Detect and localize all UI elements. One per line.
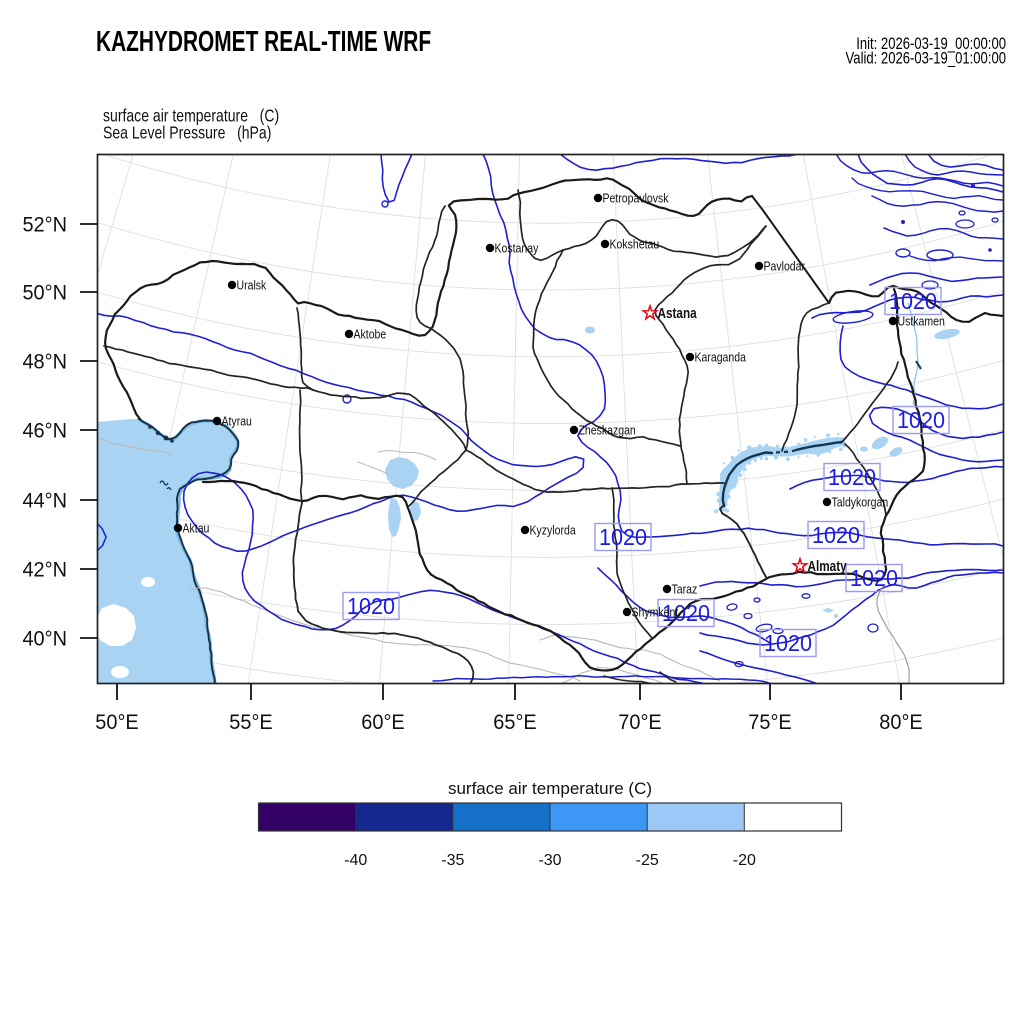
- svg-text:1020: 1020: [897, 407, 945, 433]
- svg-text:-30: -30: [538, 852, 561, 869]
- svg-text:1020: 1020: [662, 600, 710, 626]
- svg-text:48°N: 48°N: [22, 350, 67, 374]
- svg-text:Taldykorgan: Taldykorgan: [832, 494, 889, 509]
- svg-text:Kyzylorda: Kyzylorda: [530, 522, 577, 537]
- svg-text:70°E: 70°E: [618, 711, 661, 735]
- svg-text:1020: 1020: [889, 288, 937, 314]
- svg-text:surface air temperature (C): surface air temperature (C): [103, 106, 279, 126]
- svg-text:Kokshetau: Kokshetau: [610, 236, 660, 251]
- svg-text:50°E: 50°E: [95, 711, 138, 735]
- svg-text:Init: 2026-03-19_00:00:00: Init: 2026-03-19_00:00:00: [856, 34, 1006, 53]
- svg-text:Taraz: Taraz: [672, 581, 698, 596]
- svg-text:-40: -40: [344, 852, 367, 869]
- svg-text:Atyrau: Atyrau: [222, 413, 252, 428]
- svg-text:Sea Level Pressure (hPa): Sea Level Pressure (hPa): [103, 123, 271, 143]
- svg-text:Shymkent: Shymkent: [632, 604, 679, 619]
- svg-text:55°E: 55°E: [229, 711, 272, 735]
- svg-text:1020: 1020: [764, 630, 812, 656]
- svg-text:1020: 1020: [599, 524, 647, 550]
- svg-text:Aktau: Aktau: [183, 520, 210, 535]
- svg-text:Zheskazgan: Zheskazgan: [579, 422, 636, 437]
- svg-text:Pavlodar: Pavlodar: [764, 258, 806, 273]
- svg-text:46°N: 46°N: [22, 419, 67, 443]
- svg-text:1020: 1020: [347, 593, 395, 619]
- svg-text:1020: 1020: [850, 565, 898, 591]
- svg-text:52°N: 52°N: [22, 213, 67, 237]
- svg-text:40°N: 40°N: [22, 627, 67, 651]
- svg-text:-25: -25: [636, 852, 659, 869]
- svg-text:80°E: 80°E: [879, 711, 922, 735]
- svg-text:50°N: 50°N: [22, 281, 67, 305]
- svg-text:-35: -35: [441, 852, 464, 869]
- svg-text:surface air temperature (C): surface air temperature (C): [448, 779, 652, 798]
- svg-text:Karaganda: Karaganda: [695, 349, 747, 364]
- svg-text:Valid: 2026-03-19_01:00:00: Valid: 2026-03-19_01:00:00: [846, 49, 1006, 68]
- svg-text:KAZHYDROMET REAL-TIME WRF: KAZHYDROMET REAL-TIME WRF: [96, 26, 431, 58]
- svg-text:60°E: 60°E: [361, 711, 404, 735]
- svg-text:-20: -20: [733, 852, 756, 869]
- svg-text:44°N: 44°N: [22, 489, 67, 513]
- svg-text:Aktobe: Aktobe: [354, 326, 387, 341]
- svg-text:Almaty: Almaty: [808, 558, 848, 574]
- svg-text:75°E: 75°E: [748, 711, 791, 735]
- svg-text:Ustkamen: Ustkamen: [898, 313, 945, 328]
- svg-text:65°E: 65°E: [493, 711, 536, 735]
- svg-text:1020: 1020: [812, 522, 860, 548]
- svg-text:Petropavlovsk: Petropavlovsk: [603, 190, 669, 205]
- svg-text:1020: 1020: [828, 464, 876, 490]
- svg-text:42°N: 42°N: [22, 558, 67, 582]
- svg-text:Astana: Astana: [658, 305, 698, 321]
- svg-text:Kostanay: Kostanay: [495, 240, 539, 255]
- svg-text:Uralsk: Uralsk: [237, 277, 267, 292]
